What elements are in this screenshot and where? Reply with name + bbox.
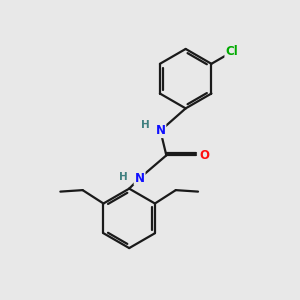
- Text: H: H: [119, 172, 128, 182]
- Text: Cl: Cl: [226, 45, 239, 58]
- Text: N: N: [135, 172, 145, 185]
- Text: O: O: [200, 149, 209, 162]
- Text: N: N: [155, 124, 165, 137]
- Text: H: H: [141, 120, 149, 130]
